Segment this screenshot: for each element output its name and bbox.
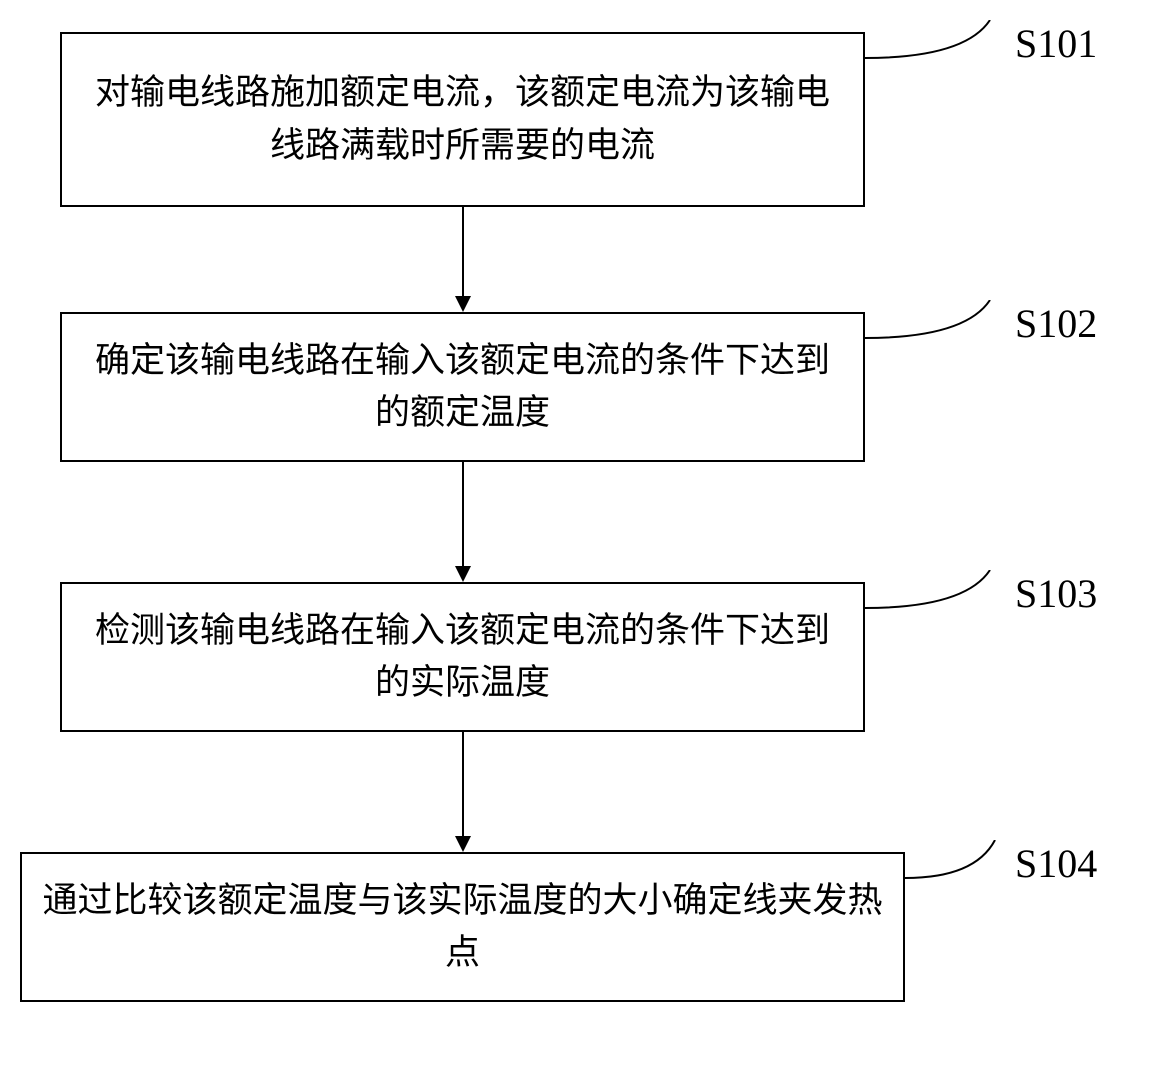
connector-curve <box>865 300 995 345</box>
arrow-line <box>462 207 464 296</box>
flowchart-step-box: 确定该输电线路在输入该额定电流的条件下达到的额定温度 <box>60 312 865 462</box>
flowchart-step-box: 通过比较该额定温度与该实际温度的大小确定线夹发热点 <box>20 852 905 1002</box>
arrow-head <box>455 296 471 312</box>
arrow-line <box>462 462 464 566</box>
flowchart-step-box: 对输电线路施加额定电流，该额定电流为该输电线路满载时所需要的电流 <box>60 32 865 207</box>
step-text: 通过比较该额定温度与该实际温度的大小确定线夹发热点 <box>42 875 883 980</box>
step-text: 确定该输电线路在输入该额定电流的条件下达到的额定温度 <box>82 335 843 440</box>
flowchart-step-box: 检测该输电线路在输入该额定电流的条件下达到的实际温度 <box>60 582 865 732</box>
arrow-head <box>455 836 471 852</box>
step-label: S101 <box>1015 20 1097 67</box>
flowchart-container: 对输电线路施加额定电流，该额定电流为该输电线路满载时所需要的电流 S101 确定… <box>0 0 1150 1088</box>
connector-curve <box>865 20 995 65</box>
step-text: 对输电线路施加额定电流，该额定电流为该输电线路满载时所需要的电流 <box>82 67 843 172</box>
step-label: S103 <box>1015 570 1097 617</box>
step-label: S102 <box>1015 300 1097 347</box>
connector-curve <box>905 840 1000 885</box>
step-text: 检测该输电线路在输入该额定电流的条件下达到的实际温度 <box>82 605 843 710</box>
step-label: S104 <box>1015 840 1097 887</box>
connector-curve <box>865 570 995 615</box>
arrow-head <box>455 566 471 582</box>
arrow-line <box>462 732 464 836</box>
